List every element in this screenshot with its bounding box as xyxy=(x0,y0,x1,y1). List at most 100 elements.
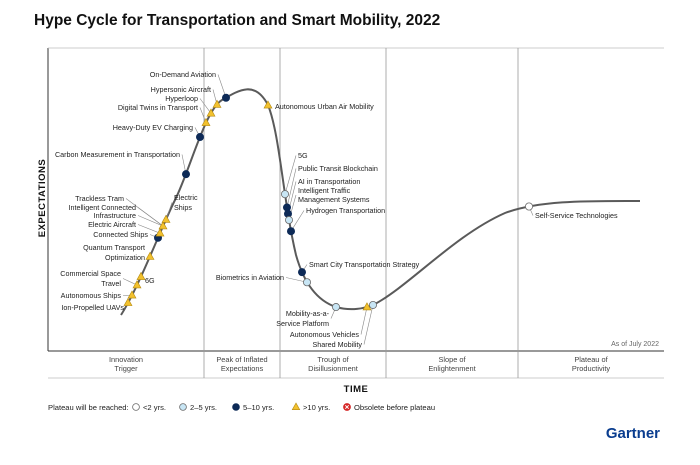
markers xyxy=(123,93,534,312)
marker-quantum-transport-optimization xyxy=(145,251,155,260)
phase-label-1-line1: Innovation xyxy=(109,355,143,364)
leader-on-demand-aviation xyxy=(217,74,227,98)
label-intelligent-connected: Intelligent Connected xyxy=(68,203,136,212)
legend: Plateau will be reached: <2 yrs. 2–5 yrs. 5… xyxy=(48,402,435,412)
marker-self-service-technologies xyxy=(525,202,534,211)
marker-hydrogen-transportation xyxy=(286,227,295,236)
marker-heavy-duty-ev-charging xyxy=(195,133,204,142)
marker-biometrics-in-aviation xyxy=(302,278,311,287)
leader-commercial-space-travel xyxy=(122,278,138,286)
marker-electric-ships xyxy=(161,214,171,223)
label-infrastructure: Infrastructure xyxy=(94,211,136,220)
marker-autonomous-ships xyxy=(127,290,137,299)
phase-label-2-line1: Peak of Inflated xyxy=(216,355,267,364)
hype-curve xyxy=(120,88,641,316)
label-6g: 6G xyxy=(145,276,155,285)
label-electric-ships-line2: Ships xyxy=(174,203,192,212)
legend-marker-obsolete-before-plateau xyxy=(343,403,351,411)
phase-label-5-line1: Plateau of xyxy=(574,355,608,364)
label-hydrogen-transportation: Hydrogen Transportation xyxy=(306,206,385,215)
marker-smart-city-transportation-strategy xyxy=(297,268,306,277)
label-digital-twins-in-transport: Digital Twins in Transport xyxy=(118,103,198,112)
marker-intelligent-traffic-management-systems xyxy=(284,216,293,225)
x-axis-label: TIME xyxy=(344,384,369,395)
label-carbon-measurement-in-transportation: Carbon Measurement in Transportation xyxy=(55,150,180,159)
legend-marker-10-yrs xyxy=(291,402,301,411)
label-autonomous-ships: Autonomous Ships xyxy=(61,291,122,300)
chart-title: Hype Cycle for Transportation and Smart … xyxy=(34,12,441,29)
phase-label-1-line2: Trigger xyxy=(114,364,138,373)
marker-electric-aircraft xyxy=(155,228,165,237)
marker-autonomous-vehicles xyxy=(362,302,372,311)
label-5g: 5G xyxy=(298,151,308,160)
marker-on-demand-aviation xyxy=(221,93,230,102)
marker-shared-mobility xyxy=(368,300,377,309)
label-quantum-transport-optimization-line2: Optimization xyxy=(105,253,145,262)
label-trackless-tram: Trackless Tram xyxy=(75,194,124,203)
marker-commercial-space-travel xyxy=(132,280,142,289)
marker-ion-propelled-uavs xyxy=(123,297,133,306)
label-connected-ships: Connected Ships xyxy=(93,230,148,239)
legend-label-5-10-yrs: 5–10 yrs. xyxy=(243,403,274,412)
label-hypersonic-aircraft: Hypersonic Aircraft xyxy=(151,85,211,94)
marker-6g xyxy=(136,271,146,280)
leader-shared-mobility xyxy=(363,304,374,345)
phase-label-4-line2: Enlightenment xyxy=(428,364,475,373)
technology-labels: Ion-Propelled UAVs Autonomous Ships Commer… xyxy=(55,70,618,349)
legend-marker-5-10-yrs xyxy=(232,403,240,411)
label-electric-ships-line1: Electric xyxy=(174,193,198,202)
leader-autonomous-vehicles xyxy=(360,307,368,335)
label-intelligent-traffic-management-systems-line2: Management Systems xyxy=(298,195,370,204)
leader-hydrogen-transportation xyxy=(290,210,305,232)
gartner-logo: Gartner xyxy=(606,425,660,442)
leader-intelligent-connected xyxy=(137,207,164,227)
label-commercial-space-travel-line2: Travel xyxy=(101,279,121,288)
leader-hyperloop xyxy=(199,98,212,114)
label-electric-aircraft: Electric Aircraft xyxy=(88,220,136,229)
label-hyperloop: Hyperloop xyxy=(165,94,198,103)
label-ion-propelled-uavs: Ion-Propelled UAVs xyxy=(61,303,124,312)
leader-electric-aircraft xyxy=(137,224,161,234)
label-smart-city-transportation-strategy: Smart City Transportation Strategy xyxy=(309,260,420,269)
as-of-note: As of July 2022 xyxy=(611,341,659,348)
marker-digital-twins-in-transport xyxy=(201,117,211,126)
label-biometrics-in-aviation: Biometrics in Aviation xyxy=(216,273,284,282)
legend-marker-2-yrs xyxy=(132,403,140,411)
phase-label-5-line2: Productivity xyxy=(572,364,611,373)
marker-5g xyxy=(280,190,289,199)
marker-infrastructure xyxy=(158,221,168,230)
label-ai-in-transportation: AI in Transportation xyxy=(298,177,360,186)
label-commercial-space-travel-line1: Commercial Space xyxy=(60,269,121,278)
leader-public-transit-blockchain xyxy=(286,168,297,208)
marker-hypersonic-aircraft xyxy=(212,99,222,108)
legend-label-2-yrs: <2 yrs. xyxy=(143,403,166,412)
label-autonomous-urban-air-mobility: Autonomous Urban Air Mobility xyxy=(275,102,374,111)
legend-marker-2-5-yrs xyxy=(179,403,187,411)
label-mobility-as-a-service-platform-line2: Service Platform xyxy=(276,319,329,328)
label-on-demand-aviation: On-Demand Aviation xyxy=(150,70,216,79)
label-public-transit-blockchain: Public Transit Blockchain xyxy=(298,164,378,173)
label-quantum-transport-optimization-line1: Quantum Transport xyxy=(83,243,145,252)
legend-title: Plateau will be reached: xyxy=(48,403,129,412)
marker-mobility-as-a-service-platform xyxy=(331,303,340,312)
phase-label-3-line1: Trough of xyxy=(317,355,349,364)
y-axis-label: EXPECTATIONS xyxy=(37,159,48,238)
phase-label-4-line1: Slope of xyxy=(438,355,466,364)
legend-label-obsolete-before-plateau: Obsolete before plateau xyxy=(354,403,435,412)
marker-autonomous-urban-air-mobility xyxy=(263,100,273,109)
leader-5g xyxy=(284,155,297,195)
marker-hyperloop xyxy=(206,108,216,117)
label-intelligent-traffic-management-systems-line1: Intelligent Traffic xyxy=(298,186,351,195)
leader-infrastructure xyxy=(137,215,164,227)
phase-label-3-line2: Disillusionment xyxy=(308,364,358,373)
phase-label-2-line2: Expectations xyxy=(221,364,264,373)
label-autonomous-vehicles: Autonomous Vehicles xyxy=(290,330,360,339)
label-self-service-technologies: Self-Service Technologies xyxy=(535,211,618,220)
legend-label-10-yrs: >10 yrs. xyxy=(303,403,330,412)
label-heavy-duty-ev-charging: Heavy-Duty EV Charging xyxy=(113,123,193,132)
label-shared-mobility: Shared Mobility xyxy=(312,340,362,349)
legend-label-2-5-yrs: 2–5 yrs. xyxy=(190,403,217,412)
marker-carbon-measurement-in-transportation xyxy=(181,170,190,179)
